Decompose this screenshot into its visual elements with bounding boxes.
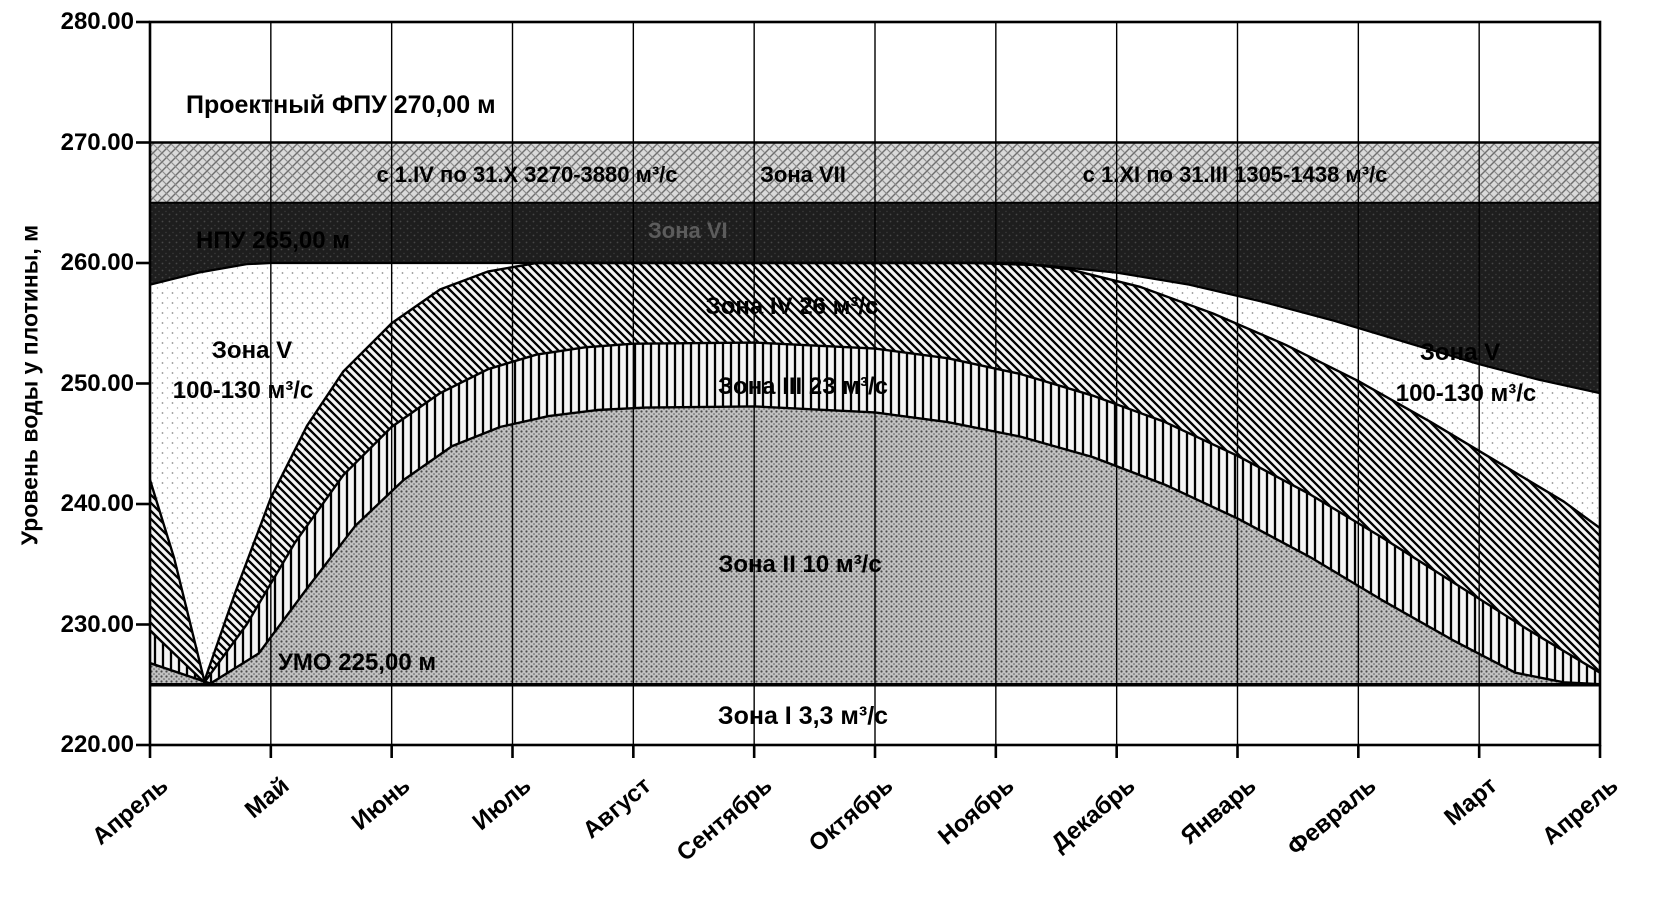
y-tick-label: 220.00 [60, 731, 134, 758]
label-zone1: Зона I 3,3 м³/с [717, 702, 889, 730]
y-axis-title: Уровень воды у плотины, м [16, 224, 43, 546]
y-tick-label: 240.00 [60, 490, 134, 517]
y-tick-label: 280.00 [60, 8, 134, 35]
zone-boundary-lines [148, 141, 1601, 687]
y-tick-label: 250.00 [60, 369, 134, 397]
label-zone4: Зона IV 26 м³/с [705, 293, 879, 320]
axis-tick-marks [136, 20, 1602, 758]
label-zone2: Зона II 10 м³/с [718, 551, 882, 578]
label-zone3: Зона III 23 м³/с [717, 373, 889, 400]
y-tick-label: 270.00 [60, 128, 134, 156]
label-umo: УМО 225,00 м [278, 649, 437, 676]
label-zone5-right-a: Зона V [1419, 339, 1501, 366]
label-zone5-left-a: Зона V [211, 337, 293, 364]
label-band7-middle: Зона VII [760, 162, 846, 187]
label-band7-left: с 1.IV по 31.X 3270-3880 м³/с [376, 162, 678, 187]
label-zone6: Зона VI [648, 218, 728, 243]
label-npu: НПУ 265,00 м [196, 227, 351, 254]
label-zone5-left-b: 100-130 м³/с [172, 377, 314, 404]
y-tick-label: 260.00 [60, 249, 134, 276]
label-proj-fpu: Проектный ФПУ 270,00 м [186, 91, 496, 119]
label-band7-right: с 1.XI по 31.III 1305-1438 м³/с [1082, 162, 1388, 187]
y-tick-label: 230.00 [60, 610, 134, 638]
label-zone5-right-b: 100-130 м³/с [1395, 380, 1537, 407]
